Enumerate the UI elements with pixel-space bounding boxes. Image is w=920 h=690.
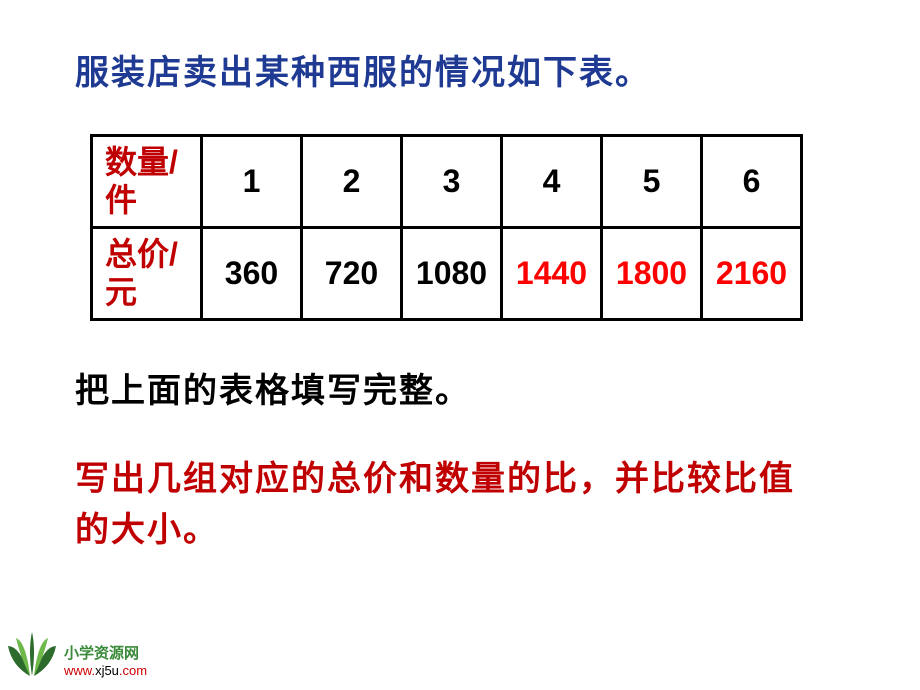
logo-url-com: .com xyxy=(119,663,147,678)
logo-url: www.xj5u.com xyxy=(64,663,147,678)
row-header-line2: 元 xyxy=(105,274,137,310)
price-cell-6: 2160 xyxy=(702,227,802,319)
row-header-price: 总价/ 元 xyxy=(92,227,202,319)
logo-url-domain: xj5u xyxy=(95,663,119,678)
table-row-quantity: 数量/ 件 1 2 3 4 5 6 xyxy=(92,136,802,228)
leaf-icon xyxy=(2,628,62,678)
instruction-complete-table: 把上面的表格填写完整。 xyxy=(75,363,870,412)
qty-cell-6: 6 xyxy=(702,136,802,228)
qty-cell-5: 5 xyxy=(602,136,702,228)
row-header-quantity: 数量/ 件 xyxy=(92,136,202,228)
qty-cell-4: 4 xyxy=(502,136,602,228)
qty-cell-2: 2 xyxy=(302,136,402,228)
logo-cn-text: 小学资源网 xyxy=(64,642,147,663)
instruction-write-ratios: 写出几组对应的总价和数量的比，并比较比值的大小。 xyxy=(75,454,870,556)
qty-cell-1: 1 xyxy=(202,136,302,228)
site-logo: 小学资源网 www.xj5u.com xyxy=(2,628,147,678)
price-cell-2: 720 xyxy=(302,227,402,319)
price-cell-4: 1440 xyxy=(502,227,602,319)
suit-sales-table: 数量/ 件 1 2 3 4 5 6 总价/ 元 360 720 1080 144… xyxy=(90,134,803,321)
row-header-line1: 总价/ xyxy=(105,236,178,272)
logo-url-www: www. xyxy=(64,663,95,678)
price-cell-5: 1800 xyxy=(602,227,702,319)
logo-text-block: 小学资源网 www.xj5u.com xyxy=(64,642,147,678)
row-header-line1: 数量/ xyxy=(105,144,178,180)
qty-cell-3: 3 xyxy=(402,136,502,228)
table-row-price: 总价/ 元 360 720 1080 1440 1800 2160 xyxy=(92,227,802,319)
intro-text: 服装店卖出某种西服的情况如下表。 xyxy=(75,45,870,94)
price-cell-3: 1080 xyxy=(402,227,502,319)
row-header-line2: 件 xyxy=(105,182,137,218)
price-cell-1: 360 xyxy=(202,227,302,319)
